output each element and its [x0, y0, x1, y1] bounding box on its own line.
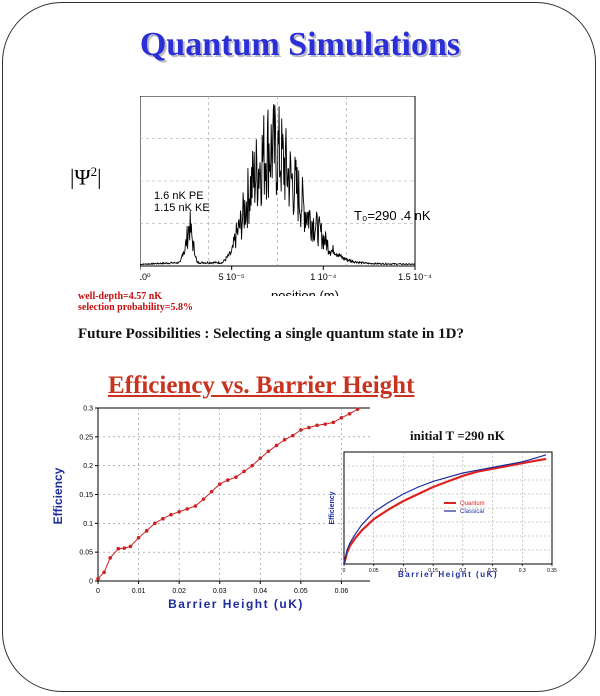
efficiency-y-tick-label: 0.1 [83, 521, 93, 528]
inset-x-label: Barrier Height (uK) [398, 570, 498, 579]
inset-x-tick-label: 0.1 [400, 568, 407, 574]
efficiency-point [290, 433, 295, 438]
efficiency-point [299, 428, 303, 432]
efficiency-point [266, 449, 271, 454]
efficiency-point [209, 489, 214, 494]
efficiency-point [144, 529, 149, 533]
legend-classical-label: Classical [460, 509, 484, 515]
temperature-annotation: T₀=290 .4 nK [354, 208, 431, 223]
density-x-tick-label: 5 10⁻⁵ [219, 272, 245, 282]
efficiency-point [122, 546, 127, 550]
efficiency-point [185, 507, 190, 511]
density-chart: 0 10⁰ 5 10⁻⁵ 1 10⁻⁴ 1.5 10⁻⁴ 1.6 nK PE 1.15… [140, 96, 432, 296]
efficiency-point [128, 544, 133, 549]
efficiency-point [274, 443, 279, 448]
efficiency-point [108, 556, 112, 560]
efficiency-x-tick-label: 0.05 [294, 588, 308, 595]
efficiency-point [102, 570, 106, 575]
efficiency-point [242, 469, 246, 474]
efficiency-y-tick-label: 0 [89, 579, 93, 586]
efficiency-point [136, 535, 141, 540]
efficiency-point [315, 423, 319, 428]
efficiency-x-label: Barrier Height (uK) [168, 597, 304, 611]
efficiency-point [250, 463, 254, 468]
pe-annotation: 1.6 nK PE [154, 190, 204, 202]
efficiency-x-tick-label: 0.04 [253, 588, 267, 595]
efficiency-point [153, 521, 157, 526]
efficiency-y-tick-label: 0.3 [83, 406, 93, 413]
efficiency-y-tick-label: 0.05 [79, 550, 93, 557]
inset-x-tick-label: 0.3 [519, 568, 526, 574]
efficiency-point [282, 437, 287, 442]
efficiency-y-label: Efficiency [51, 467, 65, 524]
well-depth-note: well-depth=4.57 nK [78, 291, 163, 302]
initial-temperature-label: initial T =290 nK [410, 428, 505, 443]
legend-quantum-label: Quantum [460, 501, 485, 507]
inset-x-tick-label: 0 [343, 568, 346, 574]
density-x-tick-label: 1 10⁻⁴ [310, 272, 336, 282]
efficiency-y-tick-label: 0.25 [79, 434, 93, 441]
inset-legend: Quantum Classical [444, 501, 485, 515]
inset-y-label: Efficiency [329, 491, 336, 524]
efficiency-point [355, 407, 360, 411]
efficiency-x-tick-label: 0 [96, 588, 100, 595]
inset-chart: Quantum Classical 0 0.05 0.1 0.15 0.2 0.25 0.3… [329, 451, 557, 579]
efficiency-x-tick-label: 0.02 [172, 588, 186, 595]
efficiency-point [226, 478, 230, 482]
density-x-tick-label: 0 10⁰ [140, 272, 151, 282]
efficiency-point [307, 425, 311, 430]
efficiency-point [201, 497, 206, 501]
density-x-tick-label: 1.5 10⁻⁴ [398, 272, 432, 282]
selection-probability-note: selection probability=5.8% [78, 302, 193, 313]
efficiency-point [234, 475, 238, 479]
efficiency-point [96, 576, 100, 581]
efficiency-point [177, 510, 181, 514]
efficiency-point [116, 546, 121, 551]
efficiency-point [347, 411, 352, 416]
efficiency-x-tick-label: 0.06 [335, 588, 349, 595]
efficiency-x-tick-label: 0.03 [213, 588, 227, 595]
inset-x-tick-label: 0.25 [488, 568, 498, 574]
efficiency-point [217, 482, 222, 486]
future-possibilities-text: Future Possibilities : Selecting a singl… [78, 326, 464, 342]
efficiency-point [161, 516, 165, 521]
inset-x-tick-label: 0.35 [547, 568, 557, 574]
efficiency-point [258, 456, 263, 460]
psi-squared-label: |Ψ2| [70, 164, 102, 190]
inset-x-tick-label: 0.05 [369, 568, 379, 574]
efficiency-y-tick-label: 0.15 [79, 492, 93, 499]
density-x-label: position (m) [271, 288, 339, 296]
ke-annotation: 1.15 nK KE [154, 202, 210, 214]
efficiency-y-tick-label: 0.2 [83, 463, 93, 470]
efficiency-point [193, 504, 198, 508]
inset-x-tick-label: 0.2 [459, 568, 466, 574]
density-series [140, 104, 415, 266]
inset-x-tick-label: 0.15 [428, 568, 438, 574]
efficiency-chart: 00.010.020.030.040.050.060.07 00.050.10.… [51, 406, 370, 611]
slide-title: Quantum Simulations [139, 26, 461, 63]
quantum-series [342, 457, 547, 565]
classical-series [343, 454, 547, 565]
efficiency-point [169, 512, 173, 517]
efficiency-series [97, 408, 358, 580]
efficiency-point [339, 416, 344, 420]
efficiency-point [323, 422, 328, 426]
efficiency-x-tick-label: 0.01 [132, 588, 146, 595]
efficiency-point [331, 420, 336, 425]
efficiency-chart-title: Efficiency vs. Barrier Height [108, 372, 415, 399]
